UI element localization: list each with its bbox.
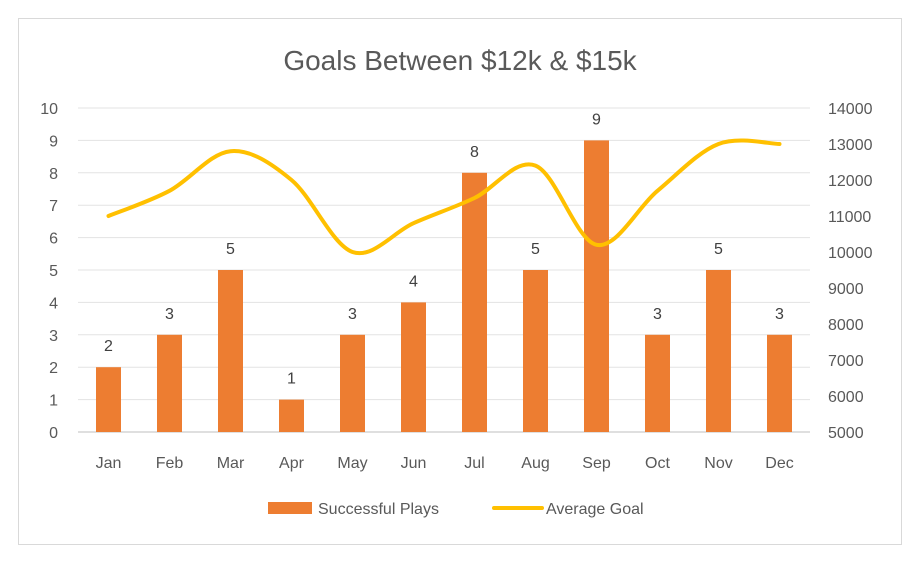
line-series <box>106 138 782 256</box>
bar <box>96 367 121 432</box>
x-tick-label: Jun <box>401 455 427 472</box>
bar <box>401 302 426 432</box>
right-tick-label: 13000 <box>828 137 873 154</box>
bar <box>279 399 304 432</box>
left-tick-label: 9 <box>49 133 58 150</box>
left-tick-label: 0 <box>49 425 58 442</box>
legend-swatch-bars <box>268 502 312 514</box>
bar-data-label: 3 <box>165 306 174 323</box>
average-goal-line <box>106 138 782 256</box>
bar <box>706 270 731 432</box>
x-tick-label: Jul <box>464 455 484 472</box>
legend-label-bars: Successful Plays <box>318 501 439 518</box>
right-tick-label: 10000 <box>828 245 873 262</box>
bar <box>218 270 243 432</box>
bar-series <box>96 140 792 433</box>
left-tick-label: 1 <box>49 393 58 410</box>
x-tick-label: Sep <box>582 455 611 472</box>
x-axis: Jan Feb Mar Apr May Jun Jul Aug Sep Oct Nov Dec <box>96 455 794 472</box>
bar-data-label: 3 <box>775 306 784 323</box>
right-tick-label: 12000 <box>828 173 873 190</box>
data-labels: 2 3 5 1 3 4 8 5 9 3 5 3 <box>104 111 784 387</box>
right-tick-label: 7000 <box>828 353 864 370</box>
x-tick-label: Nov <box>704 455 732 472</box>
left-tick-label: 3 <box>49 328 58 345</box>
bar <box>645 334 670 432</box>
x-tick-label: Dec <box>765 455 793 472</box>
bar-data-label: 5 <box>714 241 723 258</box>
right-tick-label: 6000 <box>828 389 864 406</box>
bar <box>767 334 792 432</box>
bar <box>462 172 487 433</box>
bar-data-label: 3 <box>653 306 662 323</box>
left-tick-label: 4 <box>49 295 58 312</box>
left-tick-label: 5 <box>49 263 58 280</box>
bar <box>157 334 182 432</box>
bar-data-label: 3 <box>348 306 357 323</box>
chart-frame <box>18 18 902 545</box>
right-tick-label: 5000 <box>828 425 864 442</box>
x-tick-label: Mar <box>217 455 245 472</box>
x-tick-label: Apr <box>279 455 305 472</box>
bar <box>523 270 548 432</box>
right-tick-label: 9000 <box>828 281 864 298</box>
left-tick-label: 8 <box>49 166 58 183</box>
left-tick-label: 6 <box>49 231 58 248</box>
bar-data-label: 9 <box>592 111 601 128</box>
legend: Successful Plays Average Goal <box>268 501 644 518</box>
gridlines <box>78 107 810 433</box>
bar-data-label: 5 <box>531 241 540 258</box>
x-tick-label: Jan <box>96 455 122 472</box>
right-tick-label: 11000 <box>828 209 871 226</box>
x-tick-label: Aug <box>521 455 549 472</box>
right-axis: 5000 6000 7000 8000 9000 10000 11000 12000 13000… <box>828 101 873 442</box>
bar-data-label: 8 <box>470 144 479 161</box>
x-tick-label: Feb <box>156 455 184 472</box>
right-tick-label: 8000 <box>828 317 864 334</box>
right-tick-label: 14000 <box>828 101 873 118</box>
bar <box>340 334 365 432</box>
bar-data-label: 5 <box>226 241 235 258</box>
left-tick-label: 7 <box>49 198 58 215</box>
left-tick-label: 10 <box>40 101 58 118</box>
bar-data-label: 4 <box>409 273 418 290</box>
bar-data-label: 1 <box>287 371 296 388</box>
bar <box>584 140 609 432</box>
x-tick-label: Oct <box>645 455 670 472</box>
left-axis: 0 1 2 3 4 5 6 7 8 9 10 <box>40 101 58 442</box>
x-tick-label: May <box>337 455 367 472</box>
chart-title: Goals Between $12k & $15k <box>283 45 637 76</box>
left-tick-label: 2 <box>49 360 58 377</box>
bar-data-label: 2 <box>104 338 113 355</box>
legend-label-line: Average Goal <box>546 501 644 518</box>
